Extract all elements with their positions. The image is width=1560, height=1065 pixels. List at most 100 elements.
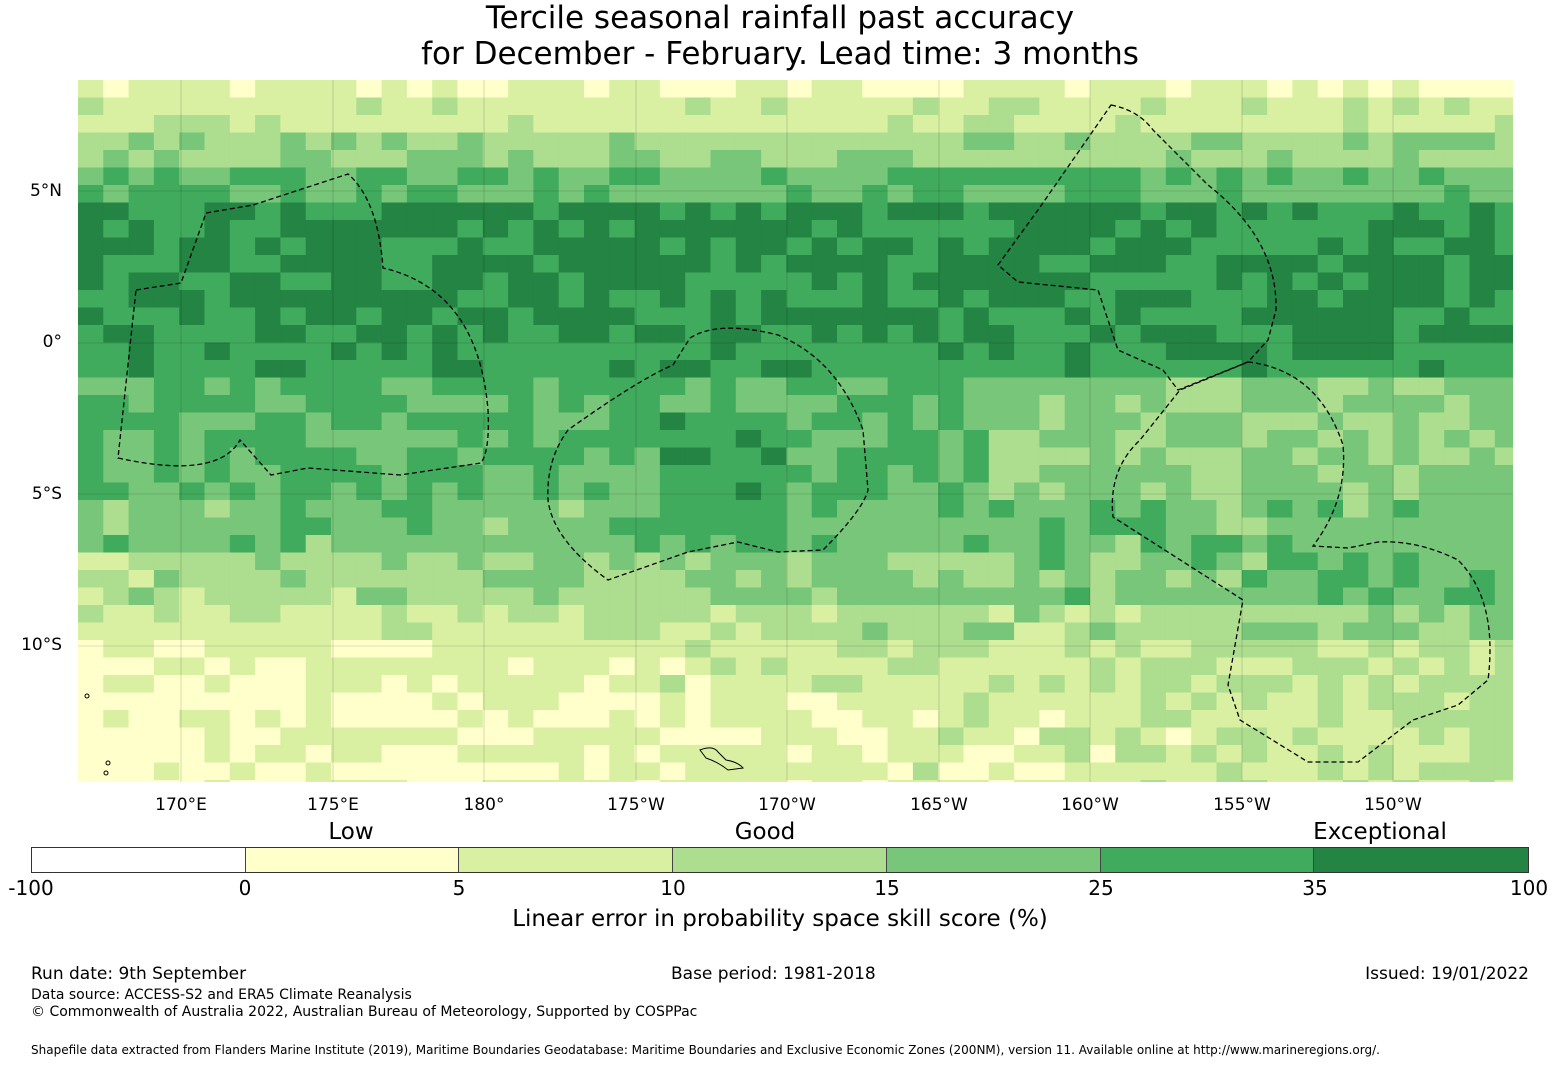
grid-cell bbox=[634, 80, 661, 99]
shapefile-credit: Shapefile data extracted from Flanders M… bbox=[31, 1043, 1380, 1057]
grid-cell bbox=[862, 535, 889, 554]
grid-cell bbox=[1393, 185, 1420, 204]
grid-cell bbox=[432, 342, 459, 361]
grid-cell bbox=[482, 535, 509, 554]
grid-cell bbox=[1090, 185, 1116, 204]
lon-label-165w: 165°W bbox=[910, 795, 968, 815]
grid-cell bbox=[153, 360, 180, 379]
grid-cell bbox=[381, 307, 408, 326]
grid-cell bbox=[1444, 570, 1471, 589]
grid-cell bbox=[1368, 552, 1395, 571]
grid-cell bbox=[634, 482, 661, 501]
grid-cell bbox=[1216, 395, 1243, 414]
grid-cell bbox=[558, 640, 585, 659]
grid-cell bbox=[1267, 272, 1293, 291]
grid-cell bbox=[735, 605, 762, 624]
grid-cell bbox=[1393, 377, 1420, 396]
grid-cell bbox=[78, 675, 104, 694]
grid-cell bbox=[457, 167, 484, 186]
grid-cell bbox=[1393, 80, 1420, 99]
grid-cell bbox=[1267, 762, 1293, 781]
grid-cell bbox=[862, 447, 889, 466]
grid-cell bbox=[406, 465, 433, 484]
grid-cell bbox=[229, 587, 256, 606]
grid-cell bbox=[761, 675, 787, 694]
grid-cell bbox=[1241, 80, 1268, 99]
grid-cell bbox=[1039, 762, 1066, 781]
grid-cell bbox=[786, 255, 813, 274]
grid-cell bbox=[1039, 745, 1066, 764]
grid-cell bbox=[634, 115, 661, 134]
grid-cell bbox=[1090, 412, 1116, 431]
grid-cell bbox=[1317, 605, 1344, 624]
grid-cell bbox=[78, 482, 104, 501]
grid-cell bbox=[1343, 272, 1369, 291]
grid-cell bbox=[558, 570, 585, 589]
grid-cell bbox=[761, 132, 787, 151]
grid-cell bbox=[1317, 360, 1344, 379]
grid-cell bbox=[634, 780, 661, 782]
grid-cell bbox=[963, 360, 990, 379]
grid-cell bbox=[963, 220, 990, 239]
grid-cell bbox=[1064, 657, 1091, 676]
grid-cell bbox=[1216, 430, 1243, 449]
grid-cell bbox=[1064, 517, 1091, 536]
grid-cell bbox=[1444, 360, 1471, 379]
grid-cell bbox=[1115, 115, 1142, 134]
grid-cell bbox=[331, 657, 357, 676]
grid-cell bbox=[685, 780, 712, 782]
grid-cell bbox=[710, 290, 737, 309]
grid-cell bbox=[1418, 150, 1445, 169]
grid-cell bbox=[1444, 220, 1471, 239]
grid-cell bbox=[179, 360, 206, 379]
grid-cell bbox=[1216, 780, 1243, 782]
grid-cell bbox=[1267, 237, 1293, 256]
grid-cell bbox=[735, 360, 762, 379]
grid-cell bbox=[280, 97, 307, 116]
grid-cell bbox=[1039, 640, 1066, 659]
grid-cell bbox=[1469, 570, 1496, 589]
grid-cell bbox=[938, 150, 965, 169]
grid-cell bbox=[179, 395, 206, 414]
grid-cell bbox=[1039, 377, 1066, 396]
grid-cell bbox=[887, 745, 914, 764]
grid-cell bbox=[406, 535, 433, 554]
grid-cell bbox=[179, 780, 206, 782]
grid-cell bbox=[1191, 762, 1218, 781]
grid-cell bbox=[255, 587, 281, 606]
grid-cell bbox=[988, 290, 1015, 309]
grid-cell bbox=[811, 307, 838, 326]
grid-cell bbox=[1191, 325, 1218, 344]
grid-cell bbox=[508, 657, 534, 676]
grid-cell bbox=[1393, 675, 1420, 694]
grid-cell bbox=[988, 220, 1015, 239]
grid-cell bbox=[482, 605, 509, 624]
grid-cell bbox=[508, 412, 534, 431]
grid-cell bbox=[1014, 342, 1040, 361]
colorbar-tick-5: 5 bbox=[452, 876, 466, 900]
grid-cell bbox=[558, 132, 585, 151]
grid-cell bbox=[457, 290, 484, 309]
grid-cell bbox=[1191, 342, 1218, 361]
grid-cell bbox=[1064, 465, 1091, 484]
grid-cell bbox=[533, 622, 560, 641]
grid-cell bbox=[381, 657, 408, 676]
grid-cell bbox=[912, 622, 939, 641]
grid-cell bbox=[1165, 167, 1192, 186]
grid-cell bbox=[128, 570, 155, 589]
grid-cell bbox=[179, 535, 206, 554]
grid-cell bbox=[1165, 97, 1192, 116]
grid-cell bbox=[1267, 552, 1293, 571]
grid-cell bbox=[533, 692, 560, 711]
grid-cell bbox=[255, 745, 281, 764]
grid-cell bbox=[331, 167, 357, 186]
grid-cell bbox=[912, 780, 939, 782]
grid-cell bbox=[1115, 255, 1142, 274]
grid-cell bbox=[432, 727, 459, 746]
grid-cell bbox=[280, 745, 307, 764]
grid-cell bbox=[432, 447, 459, 466]
grid-cell bbox=[1469, 132, 1496, 151]
grid-cell bbox=[533, 255, 560, 274]
grid-cell bbox=[1317, 657, 1344, 676]
grid-cell bbox=[963, 727, 990, 746]
